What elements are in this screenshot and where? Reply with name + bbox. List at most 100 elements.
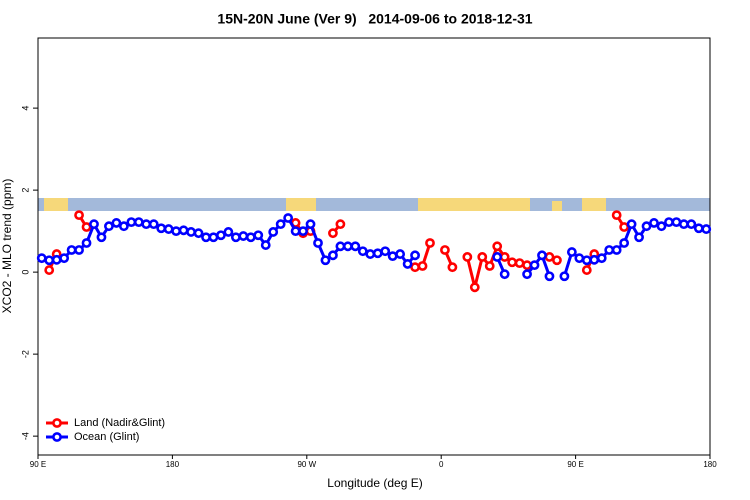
point	[44, 265, 55, 275]
point	[44, 255, 55, 266]
point	[522, 260, 532, 271]
point	[649, 218, 659, 228]
x-tick-label: 180	[703, 460, 717, 469]
series	[36, 213, 712, 282]
point	[201, 232, 211, 243]
point	[245, 232, 256, 243]
point	[208, 232, 219, 243]
y-tick-label: 2	[20, 188, 30, 193]
point	[298, 226, 308, 237]
point	[499, 252, 510, 262]
y-tick-label: 4	[20, 106, 30, 111]
point	[372, 248, 383, 259]
x-tick-label: 90 W	[297, 460, 316, 469]
plot-frame	[37, 37, 711, 456]
point	[693, 223, 704, 234]
point	[559, 271, 570, 282]
point	[104, 221, 114, 232]
chart-title: 15N-20N June (Ver 9) 2014-09-06 to 2018-…	[217, 11, 532, 27]
point	[544, 252, 555, 262]
x-axis-label: Longitude (deg E)	[327, 476, 422, 490]
point	[81, 238, 92, 248]
point	[492, 241, 503, 252]
point	[701, 224, 712, 234]
point	[342, 241, 353, 252]
point	[163, 224, 174, 234]
point	[335, 241, 346, 252]
point	[611, 210, 622, 221]
point	[156, 223, 167, 234]
point	[268, 227, 279, 237]
point	[410, 250, 420, 261]
point	[223, 227, 234, 237]
point	[462, 252, 473, 262]
point	[126, 217, 137, 228]
point	[619, 222, 630, 232]
x-tick-label: 180	[166, 460, 180, 469]
y-tick-label: 0	[20, 270, 30, 275]
point	[118, 221, 129, 232]
point	[96, 232, 107, 243]
point	[678, 219, 689, 230]
point	[59, 253, 70, 264]
point	[253, 230, 264, 241]
point	[484, 261, 495, 271]
point	[410, 262, 420, 273]
point	[664, 217, 674, 228]
point	[544, 271, 555, 282]
legend-label: Ocean (Glint)	[74, 431, 139, 443]
point	[186, 227, 196, 237]
point	[596, 253, 607, 264]
point	[238, 231, 249, 241]
point	[328, 250, 338, 261]
point	[81, 222, 92, 232]
point	[552, 255, 562, 266]
point	[111, 218, 122, 228]
point	[230, 232, 241, 243]
point	[365, 249, 376, 259]
point	[477, 252, 488, 262]
point	[74, 210, 84, 221]
point	[581, 255, 592, 266]
point	[275, 219, 286, 230]
point	[335, 219, 346, 230]
point	[425, 238, 435, 248]
point	[395, 249, 406, 259]
legend-label: Land (Nadir&Glint)	[74, 417, 165, 429]
point	[492, 252, 503, 262]
point	[499, 269, 510, 280]
point	[641, 221, 652, 232]
point	[469, 282, 480, 293]
point	[537, 250, 547, 261]
point	[671, 217, 682, 228]
point	[447, 262, 458, 273]
point	[350, 241, 361, 252]
x-tick-label: 0	[439, 460, 444, 469]
point	[626, 219, 637, 230]
point	[305, 219, 316, 230]
point	[440, 245, 450, 255]
point	[148, 219, 159, 230]
land-ocean-strip	[38, 198, 710, 211]
point	[357, 246, 368, 257]
point	[656, 221, 667, 232]
point	[216, 230, 226, 241]
point	[141, 219, 152, 230]
point	[290, 226, 301, 237]
point	[604, 245, 615, 255]
point	[74, 245, 84, 255]
point	[313, 238, 323, 248]
point	[417, 261, 428, 271]
point	[686, 219, 697, 230]
point	[611, 245, 622, 255]
x-tick-label: 90 E	[30, 460, 46, 469]
y-axis-label: XCO2 - MLO trend (ppm)	[0, 179, 14, 314]
point	[634, 232, 644, 243]
point	[36, 253, 47, 264]
point	[387, 251, 398, 262]
point	[193, 228, 204, 239]
point	[402, 259, 413, 269]
point	[320, 255, 331, 266]
point	[619, 238, 630, 248]
legend-marker	[52, 418, 62, 428]
